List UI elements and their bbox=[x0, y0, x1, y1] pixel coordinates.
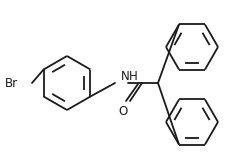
Text: O: O bbox=[118, 105, 128, 118]
Text: Br: Br bbox=[5, 77, 18, 89]
Text: H: H bbox=[129, 70, 137, 83]
Text: N: N bbox=[121, 70, 130, 83]
